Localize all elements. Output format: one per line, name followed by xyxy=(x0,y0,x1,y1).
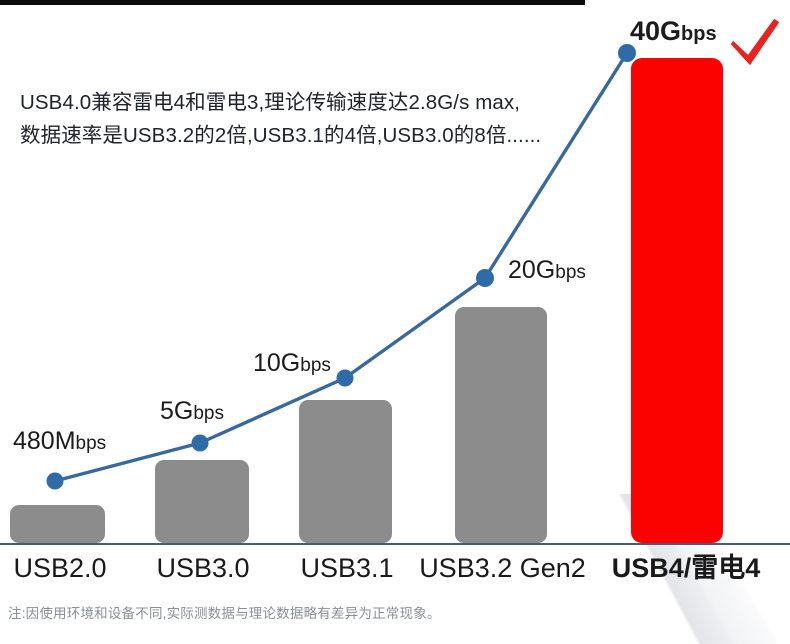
top-rule xyxy=(0,0,585,5)
data-label-usb20-value: 480M xyxy=(13,427,76,455)
data-label-usb20: 480Mbps xyxy=(13,429,106,454)
footnote: 注:因使用环境和设备不同,实际测数据与理论数据略有差异为正常现象。 xyxy=(8,606,441,621)
xaxis-label-usb30: USB3.0 xyxy=(156,553,250,583)
data-label-usb32gen2: 20Gbps xyxy=(508,258,586,283)
data-label-usb31-value: 10G xyxy=(253,349,301,377)
check-mark-icon xyxy=(729,17,781,67)
bar-usb4 xyxy=(631,58,723,543)
bar-usb31 xyxy=(299,400,392,543)
data-point-usb31 xyxy=(336,369,354,387)
data-label-usb32gen2-value: 20G xyxy=(508,256,556,284)
data-label-usb4-unit: bps xyxy=(681,23,717,45)
description-text: USB4.0兼容雷电4和雷电3,理论传输速度达2.8G/s max, 数据速率是… xyxy=(20,91,542,147)
xaxis-label-usb4: USB4/雷电4 xyxy=(611,553,761,583)
data-label-usb4: 40Gbps xyxy=(630,18,717,45)
xaxis-label-usb32gen2: USB3.2 Gen2 xyxy=(419,553,586,583)
bar-usb30 xyxy=(155,460,249,543)
data-label-usb30: 5Gbps xyxy=(160,399,224,424)
bar-usb20 xyxy=(10,505,105,543)
xaxis-label-usb20: USB2.0 xyxy=(13,553,107,583)
data-point-usb30 xyxy=(191,434,209,452)
data-label-usb4-value: 40G xyxy=(630,16,682,46)
data-label-usb30-unit: bps xyxy=(193,403,224,424)
data-point-usb20 xyxy=(46,472,64,490)
x-axis-baseline xyxy=(0,543,790,545)
data-label-usb31-unit: bps xyxy=(300,355,331,376)
data-point-usb32gen2 xyxy=(476,269,494,287)
data-label-usb31: 10Gbps xyxy=(253,351,331,376)
xaxis-label-usb31: USB3.1 xyxy=(300,553,394,583)
bar-usb32gen2 xyxy=(455,307,547,543)
data-label-usb20-unit: bps xyxy=(75,433,107,454)
data-label-usb30-value: 5G xyxy=(160,397,194,425)
data-point-usb4 xyxy=(618,44,636,62)
data-label-usb32gen2-unit: bps xyxy=(555,262,586,283)
